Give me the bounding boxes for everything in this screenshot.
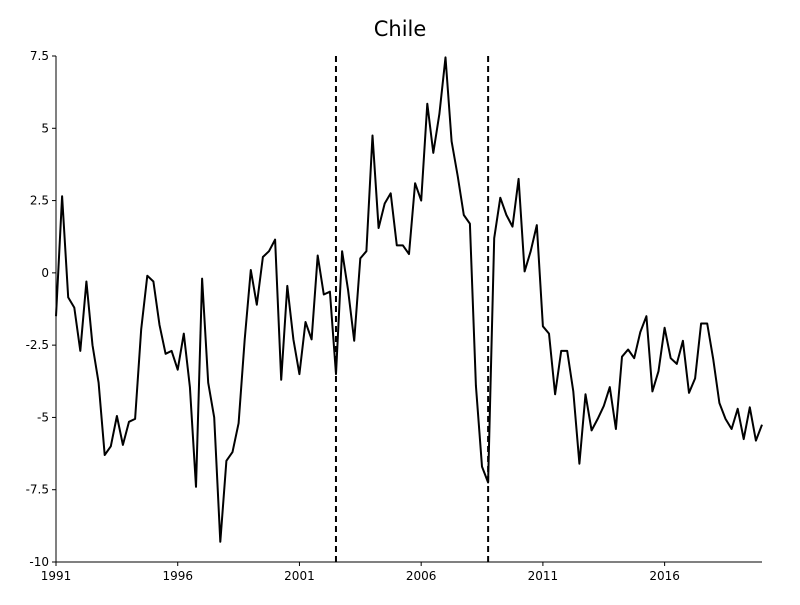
x-tick-label: 2016: [649, 569, 680, 583]
x-tick-label: 2006: [406, 569, 437, 583]
y-tick-label: 5: [41, 121, 49, 135]
y-tick-label: -7.5: [26, 483, 49, 497]
x-tick-label: 1991: [41, 569, 72, 583]
y-tick-label: -5: [37, 410, 49, 424]
y-tick-label: 0: [41, 266, 49, 280]
y-tick-label: 7.5: [30, 49, 49, 63]
series-layer: [55, 56, 763, 543]
x-tick-label: 1996: [162, 569, 193, 583]
y-tick-label: -10: [29, 555, 49, 569]
y-tick-label: 2.5: [30, 194, 49, 208]
y-tick-label: -2.5: [26, 338, 49, 352]
x-tick-label: 2011: [528, 569, 559, 583]
x-tick-label: 2001: [284, 569, 315, 583]
event-lines: [334, 56, 490, 562]
series-line: [55, 56, 763, 543]
chart-title: Chile: [374, 17, 427, 41]
